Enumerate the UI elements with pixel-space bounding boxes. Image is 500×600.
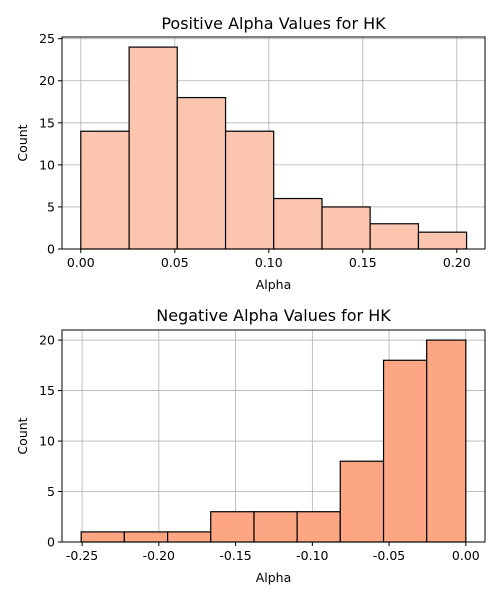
positive-y-tick-label: 5	[47, 199, 55, 214]
negative-histogram-bar	[253, 511, 298, 543]
positive-y-tick-label: 20	[39, 73, 55, 88]
positive-alpha-histogram: Positive Alpha Values for HK 0.00 0.05 0.1…	[15, 14, 486, 292]
negative-x-tick-label: -0.15	[219, 548, 251, 563]
positive-x-tick-label: 0.05	[161, 255, 189, 270]
positive-plot-frame	[61, 36, 486, 250]
positive-y-ticks: 0 5 10 15 20 25	[39, 31, 62, 257]
negative-histogram-bar	[166, 531, 212, 543]
positive-y-tick-label: 25	[39, 31, 55, 46]
positive-y-tick-label: 0	[47, 242, 55, 257]
positive-y-tick-label: 15	[39, 115, 55, 130]
positive-x-axis-label: Alpha	[256, 277, 292, 292]
positive-x-tick-label: 0.10	[255, 255, 283, 270]
positive-x-ticks: 0.00 0.05 0.10 0.15 0.20	[67, 249, 471, 270]
negative-x-tick-label: -0.25	[66, 548, 98, 563]
negative-x-tick-label: -0.05	[373, 548, 405, 563]
negative-alpha-histogram: Negative Alpha Values for HK -0.25 -0.20-…	[15, 306, 486, 585]
positive-histogram-bar	[224, 130, 275, 250]
positive-x-tick-label: 0.15	[349, 255, 377, 270]
negative-histogram-bar	[210, 511, 255, 543]
negative-histogram-bar	[339, 460, 385, 543]
negative-y-tick-label: 10	[39, 434, 55, 449]
positive-histogram-bar	[176, 96, 227, 250]
negative-y-tick-label: 20	[39, 333, 55, 348]
positive-y-axis-label: Count	[15, 124, 30, 161]
negative-y-tick-label: 15	[39, 383, 55, 398]
negative-histogram-bar	[80, 531, 125, 543]
negative-x-axis-label: Alpha	[256, 570, 292, 585]
negative-x-ticks: -0.25 -0.20 -0.15 -0.10 -0.05 0.00	[66, 542, 480, 563]
positive-x-tick-label: 0.00	[67, 255, 95, 270]
negative-histogram-bar	[382, 359, 428, 543]
negative-y-tick-label: 5	[47, 484, 55, 499]
positive-histogram-bar	[321, 206, 371, 250]
negative-x-tick-label: -0.20	[143, 548, 175, 563]
negative-y-tick-label: 0	[47, 535, 55, 550]
negative-histogram-bar	[426, 339, 467, 543]
positive-y-tick-label: 10	[39, 157, 55, 172]
negative-chart-title: Negative Alpha Values for HK	[156, 306, 391, 325]
negative-histogram-bar	[123, 531, 169, 543]
positive-histogram-bar	[369, 223, 420, 250]
positive-histogram-bar	[273, 197, 323, 250]
positive-histogram-bar	[417, 231, 468, 250]
positive-histogram-bar	[80, 130, 130, 250]
negative-x-tick-label: 0.00	[452, 548, 480, 563]
positive-bars	[80, 46, 468, 250]
negative-plot-frame	[61, 329, 486, 543]
negative-y-axis-label: Count	[15, 417, 30, 454]
negative-y-ticks: 0 5 10 15 20	[39, 333, 62, 550]
positive-x-tick-label: 0.20	[443, 255, 471, 270]
negative-x-tick-label: -0.10	[296, 548, 328, 563]
positive-chart-title: Positive Alpha Values for HK	[161, 14, 386, 33]
negative-histogram-bar	[296, 511, 341, 543]
positive-histogram-bar	[128, 46, 178, 250]
